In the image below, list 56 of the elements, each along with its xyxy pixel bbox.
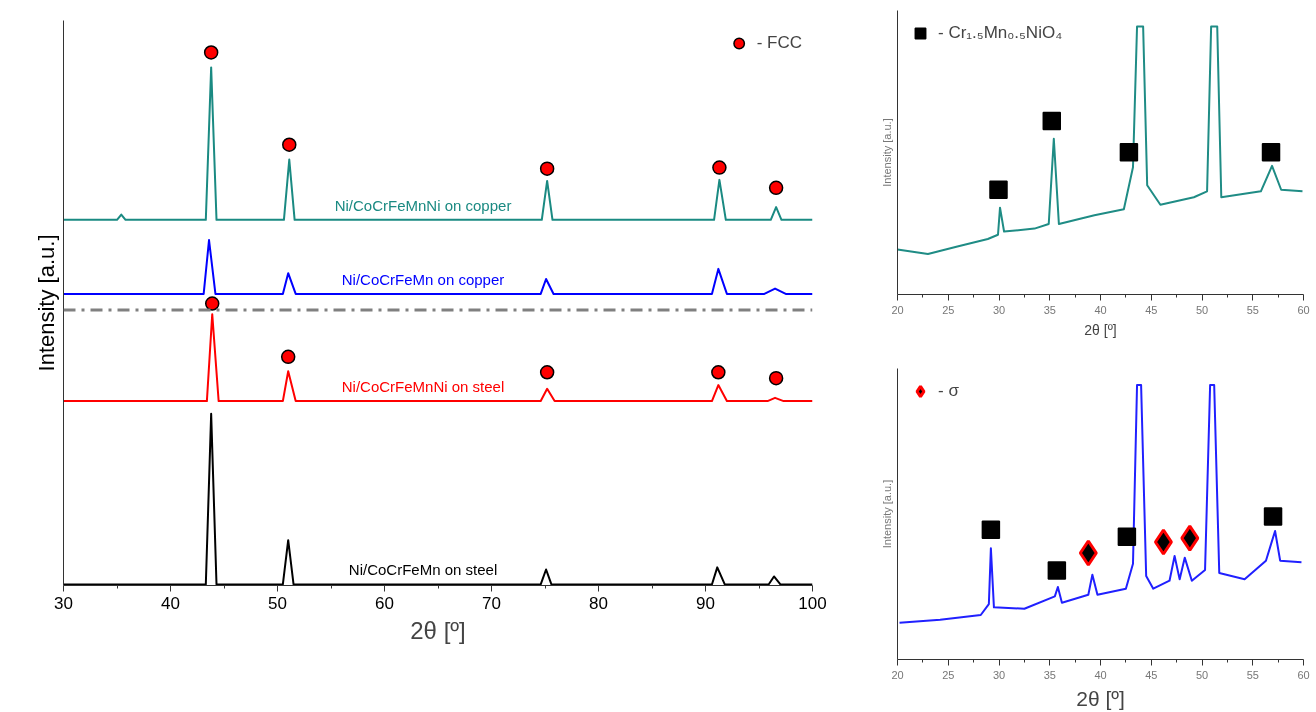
point <box>539 161 555 176</box>
y-axis-title: Intensity [a.u.] <box>880 118 893 187</box>
series-label: Ni/CoCrFeMn on steel <box>348 561 498 579</box>
point <box>280 349 296 365</box>
x-axis-title: 2θ [º] <box>410 616 466 644</box>
x-tick-label: 25 <box>942 668 955 681</box>
point <box>981 520 1001 539</box>
y-axis-title: Intensity [a.u.] <box>880 479 893 549</box>
x-tick-label: 60 <box>1297 303 1310 316</box>
x-tick-label: 35 <box>1043 303 1056 316</box>
series-label: Ni/CoCrFeMnNi on steel <box>341 378 505 396</box>
x-tick-label: 55 <box>1246 303 1259 316</box>
x-tick-label: 55 <box>1246 668 1259 681</box>
series-label: Ni/CoCrFeMn on copper <box>341 270 505 288</box>
x-tick-label: 25 <box>942 303 955 316</box>
x-tick-label: 70 <box>482 593 501 613</box>
x-tick-label: 30 <box>992 303 1006 316</box>
x-tick-label: 45 <box>1145 303 1158 316</box>
point <box>1047 561 1067 580</box>
x-tick-label: 20 <box>891 303 904 316</box>
x-tick-label: 35 <box>1043 668 1056 681</box>
point <box>539 365 555 380</box>
point <box>712 160 727 175</box>
x-tick-label: 60 <box>375 593 394 613</box>
point <box>768 370 784 386</box>
x-tick-label: 50 <box>1195 303 1209 316</box>
point <box>203 45 219 60</box>
y-axis-title: Intensity [a.u.] <box>33 234 59 372</box>
x-tick-label: 90 <box>696 593 715 613</box>
point <box>1117 527 1137 547</box>
point <box>1180 524 1200 552</box>
legend-label: - σ <box>938 381 959 401</box>
series-label: Ni/CoCrFeMnNi on copper <box>334 196 512 214</box>
x-tick-label: 20 <box>891 668 904 681</box>
point <box>768 180 784 196</box>
point <box>204 296 220 311</box>
x-tick-label: 40 <box>1094 668 1107 681</box>
x-tick-label: 80 <box>589 593 608 613</box>
x-tick-label: 30 <box>992 668 1006 681</box>
point <box>282 137 297 152</box>
x-tick-label: 60 <box>1297 668 1310 681</box>
x-axis-title: 2θ [º] <box>1076 686 1125 710</box>
x-tick-label: 30 <box>54 593 73 613</box>
x-tick-label: 40 <box>161 593 180 613</box>
legend-label: - Cr₁.₅Mn₀.₅NiO₄ <box>938 23 1063 43</box>
point <box>711 365 726 380</box>
x-tick-label: 50 <box>268 593 287 613</box>
point <box>1078 539 1098 567</box>
x-tick-label: 50 <box>1195 668 1209 681</box>
point <box>1263 507 1283 526</box>
legend-label: - FCC <box>756 33 802 53</box>
x-tick-label: 40 <box>1094 303 1107 316</box>
x-tick-label: 100 <box>798 593 827 613</box>
point <box>1153 528 1173 556</box>
x-tick-label: 45 <box>1145 668 1158 681</box>
x-axis-title: 2θ [º] <box>1084 321 1117 338</box>
